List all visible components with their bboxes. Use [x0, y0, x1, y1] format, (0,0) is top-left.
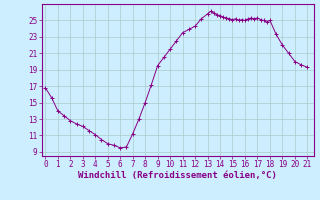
X-axis label: Windchill (Refroidissement éolien,°C): Windchill (Refroidissement éolien,°C) [78, 171, 277, 180]
